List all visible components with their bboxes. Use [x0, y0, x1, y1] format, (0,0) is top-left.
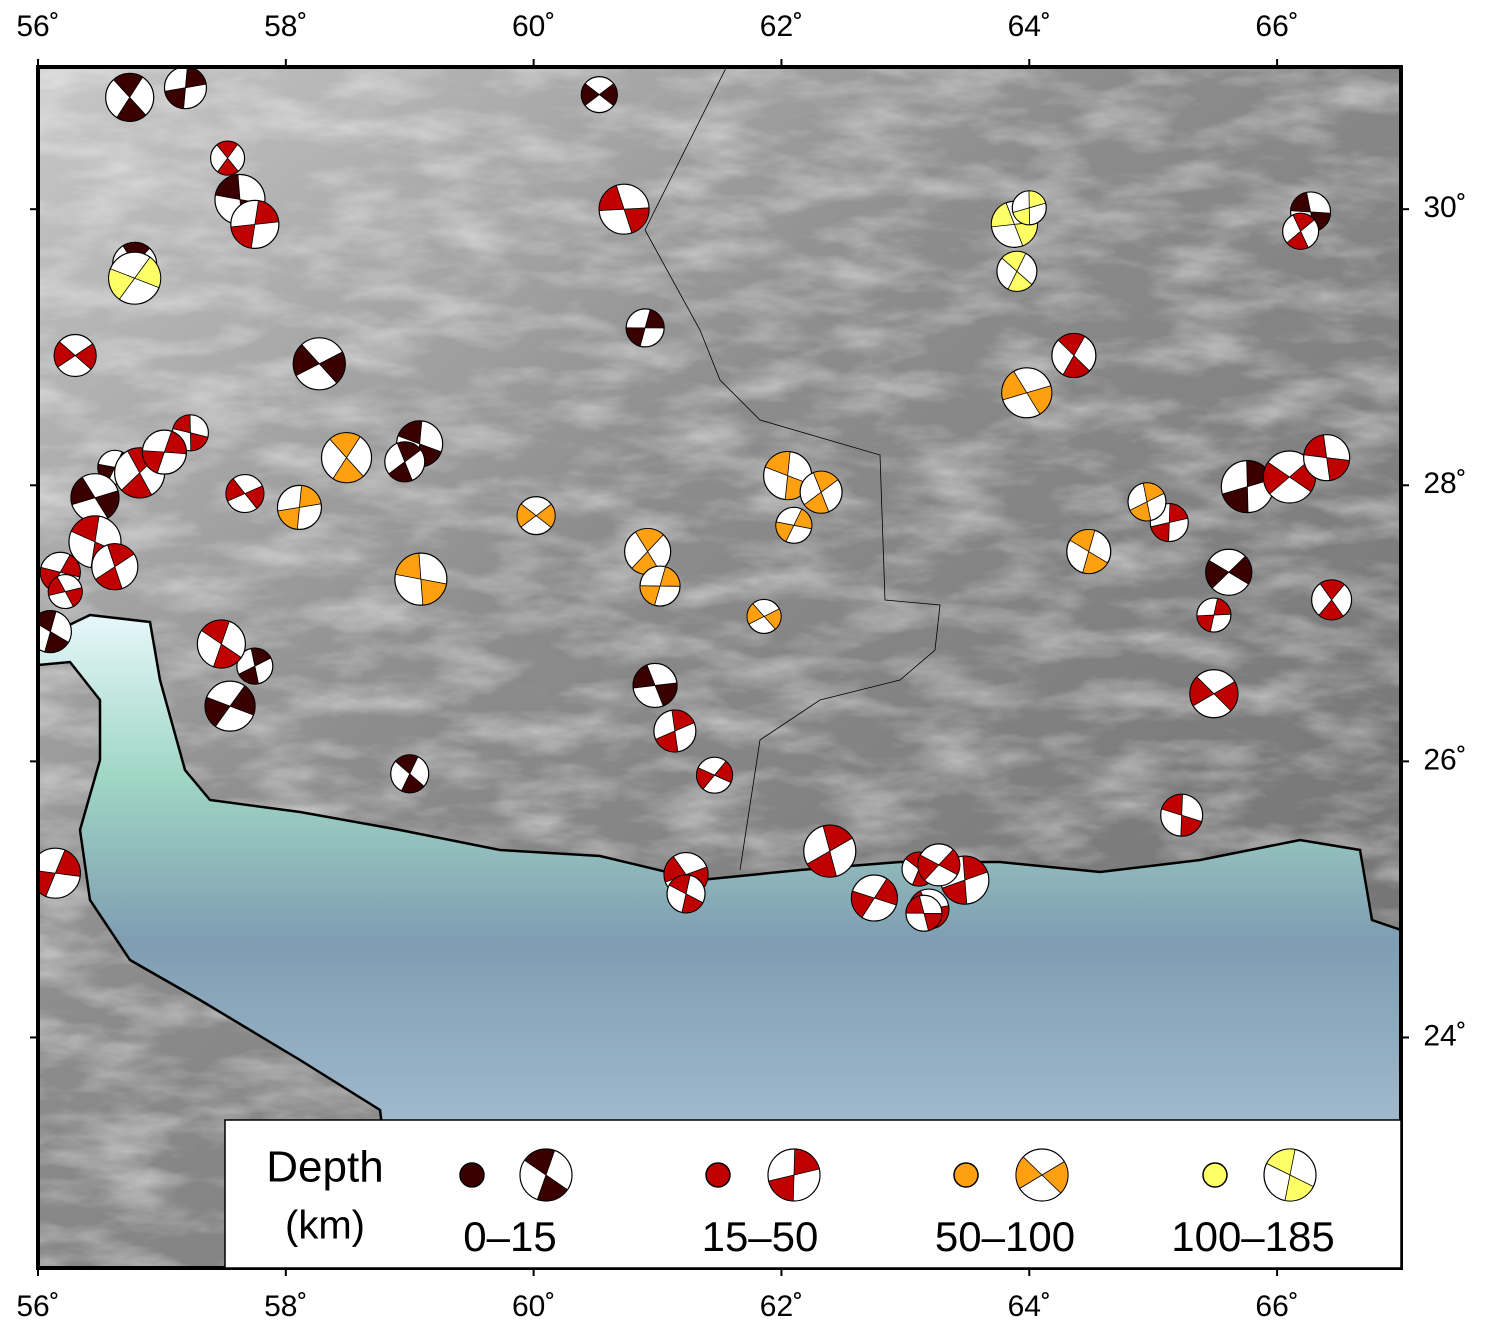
focal-mechanism — [768, 1149, 820, 1201]
focal-mechanism — [800, 471, 842, 513]
focal-mechanism — [1052, 334, 1096, 378]
focal-mechanism — [231, 200, 279, 248]
x-tick-label: 64˚ — [1008, 1290, 1051, 1323]
x-tick-label: 58˚ — [264, 10, 307, 43]
focal-mechanism — [226, 475, 264, 513]
x-tick-label: 62˚ — [760, 1290, 803, 1323]
focal-mechanism — [804, 825, 856, 877]
focal-mechanism — [142, 430, 186, 474]
focal-mechanism — [106, 73, 154, 121]
focal-mechanism — [322, 433, 372, 483]
focal-mechanism — [1012, 191, 1046, 225]
focal-mechanism — [667, 875, 705, 913]
focal-mechanism — [747, 599, 781, 633]
focal-mechanism — [1304, 435, 1350, 481]
legend-label: 50–100 — [935, 1213, 1075, 1260]
focal-mechanism — [54, 335, 96, 377]
map-area — [29, 0, 1401, 1268]
focal-mechanism — [1283, 213, 1319, 249]
focal-mechanism — [211, 141, 245, 175]
focal-mechanism — [654, 710, 696, 752]
x-tick-label: 60˚ — [512, 1290, 555, 1323]
focal-mechanism — [918, 844, 960, 886]
focal-mechanism — [520, 1149, 572, 1201]
legend-dot — [954, 1163, 978, 1187]
focal-mechanism — [640, 566, 680, 606]
focal-mechanism — [1161, 794, 1203, 836]
y-tick-label: 26˚ — [1423, 743, 1466, 776]
focal-mechanism — [293, 338, 345, 390]
focal-mechanism — [906, 895, 942, 931]
y-tick-label: 28˚ — [1423, 467, 1466, 500]
focal-mechanism — [1206, 549, 1252, 595]
legend-label: 15–50 — [702, 1213, 819, 1260]
focal-mechanism — [1002, 368, 1052, 418]
legend-unit: (km) — [285, 1204, 365, 1248]
focal-mechanism — [1067, 530, 1111, 574]
legend-dot — [460, 1163, 484, 1187]
focal-mechanism — [29, 611, 71, 653]
focal-mechanism — [697, 757, 733, 793]
focal-mechanism — [205, 681, 255, 731]
focal-mechanism — [626, 309, 664, 347]
y-tick-label: 30˚ — [1423, 191, 1466, 224]
y-tick-label: 24˚ — [1423, 1019, 1466, 1052]
focal-mechanism — [48, 575, 82, 609]
focal-mechanism — [1264, 1149, 1316, 1201]
focal-mechanism — [851, 875, 897, 921]
legend-label: 0–15 — [463, 1213, 556, 1260]
x-tick-label: 62˚ — [760, 10, 803, 43]
focal-mechanism — [633, 663, 677, 707]
focal-mechanism — [997, 251, 1037, 291]
focal-mechanism — [197, 620, 245, 668]
legend-dot — [706, 1163, 730, 1187]
focal-mechanism — [395, 553, 447, 605]
legend-title: Depth — [266, 1143, 383, 1192]
x-tick-label: 56˚ — [16, 10, 59, 43]
focal-mechanism — [1197, 598, 1231, 632]
focal-mechanism — [599, 184, 649, 234]
x-tick-label: 64˚ — [1008, 10, 1051, 43]
x-tick-label: 56˚ — [16, 1290, 59, 1323]
focal-mechanism — [164, 67, 206, 109]
focal-mechanism — [776, 507, 812, 543]
focal-mechanism — [1128, 483, 1166, 521]
legend-label: 100–185 — [1171, 1213, 1335, 1260]
focal-mechanism — [1016, 1149, 1068, 1201]
x-tick-label: 66˚ — [1255, 10, 1298, 43]
focal-mechanism — [71, 474, 119, 522]
focal-mechanism — [277, 485, 321, 529]
x-tick-label: 58˚ — [264, 1290, 307, 1323]
focal-mechanism — [517, 497, 555, 535]
focal-mechanism — [1312, 580, 1352, 620]
x-tick-label: 60˚ — [512, 10, 555, 43]
map-figure: 56˚ 56˚ 58˚ 58˚ 60˚ 60˚ 62˚ 62˚ 64˚ 64˚ 66˚ 66˚ 24˚ 2… — [0, 0, 1490, 1329]
x-tick-label: 66˚ — [1255, 1290, 1298, 1323]
focal-mechanism — [581, 77, 617, 113]
legend-dot — [1203, 1163, 1227, 1187]
focal-mechanism — [391, 755, 429, 793]
focal-mechanism — [92, 544, 138, 590]
focal-mechanism — [385, 442, 425, 482]
focal-mechanism — [109, 252, 161, 304]
focal-mechanism — [1190, 670, 1238, 718]
